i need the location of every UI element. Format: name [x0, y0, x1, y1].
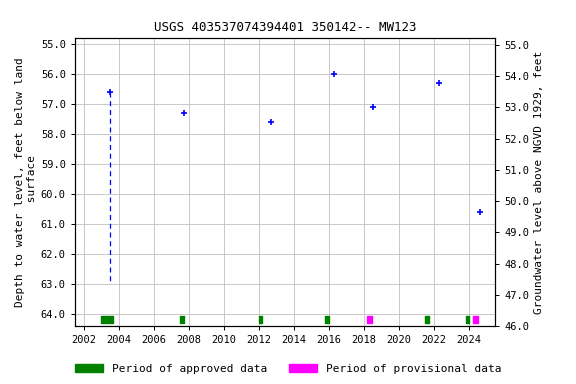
Legend: Period of approved data, Period of provisional data: Period of approved data, Period of provi… [70, 359, 506, 379]
Title: USGS 403537074394401 350142-- MW123: USGS 403537074394401 350142-- MW123 [154, 22, 416, 35]
Y-axis label: Groundwater level above NGVD 1929, feet: Groundwater level above NGVD 1929, feet [533, 51, 544, 314]
Y-axis label: Depth to water level, feet below land
 surface: Depth to water level, feet below land su… [15, 58, 37, 307]
